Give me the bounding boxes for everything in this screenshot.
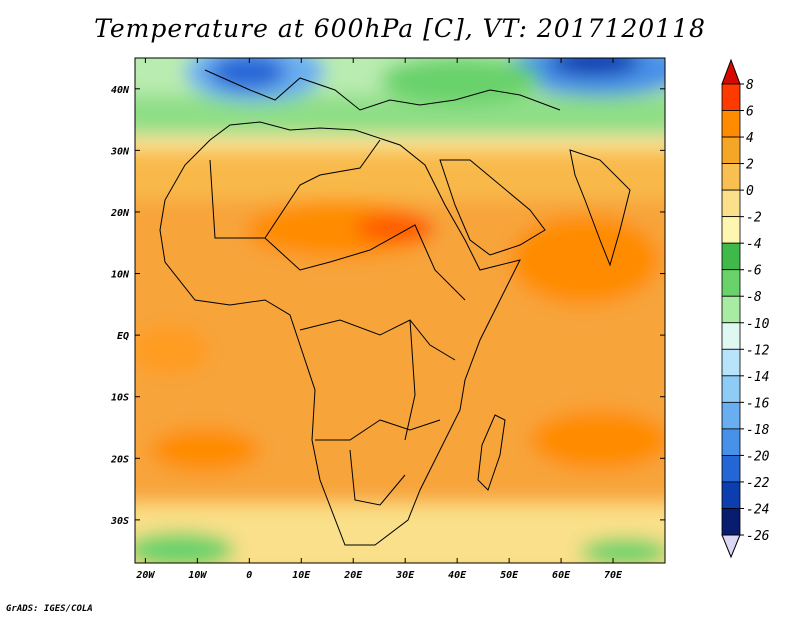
colorbar-tick-label: -26: [746, 529, 770, 544]
colorbar-tick-label: -18: [746, 423, 770, 438]
border-line: [315, 419, 441, 441]
plot-title: Temperature at 600hPa [C], VT: 201712011…: [94, 14, 706, 43]
longitude-axis: 20W 10W 0 10E 20E 30E 40E 50E 60E 70E: [135, 58, 623, 581]
lat-tick-label: 10N: [111, 270, 130, 281]
colorbar-swatch: [721, 508, 741, 536]
lon-tick-label: 70E: [604, 570, 623, 581]
colorbar-swatch: [721, 83, 741, 111]
colorbar-swatch: [721, 295, 741, 324]
border-line: [264, 224, 466, 301]
colorbar-tick-label: -10: [746, 317, 770, 332]
border-line: [299, 319, 456, 361]
colorbar-swatch: [721, 189, 741, 218]
colorbar-swatch: [721, 216, 741, 244]
lon-tick-label: 60E: [552, 570, 571, 581]
lon-tick-label: 10W: [188, 570, 207, 581]
lon-tick-label: 0: [246, 570, 252, 581]
colorbar-swatch: [721, 375, 741, 403]
colorbar-tick-label: -24: [746, 502, 769, 517]
madagascar-coast: [477, 414, 506, 491]
lon-tick-label: 30E: [395, 570, 415, 581]
lon-tick-label: 20E: [343, 570, 363, 581]
colorbar-tick-label: -6: [746, 264, 762, 279]
colorbar-tick-label: 8: [746, 78, 754, 93]
latitude-axis: 40N 30N 20N 10N EQ 10S 20S 30S: [110, 85, 665, 527]
colorbar-tick-label: -8: [746, 290, 762, 305]
africa-coast: [159, 121, 521, 546]
colorbar-bottom-arrow: [721, 534, 741, 559]
colorbar-tick-label: -20: [746, 449, 770, 464]
colorbar-tick-label: -22: [746, 476, 770, 491]
colorbar-swatch: [721, 481, 741, 509]
lat-tick-label: 10S: [111, 393, 129, 404]
colorbar-top-arrow: [721, 58, 741, 85]
colorbar-swatch: [721, 242, 741, 271]
colorbar-tick-label: 0: [746, 184, 754, 199]
colorbar: 8 6 4 2 0 -2 -4 -6 -8 -10 -12 -14 -16 -18 -20 -22 -24 -26: [721, 58, 770, 559]
colorbar-swatch: [721, 269, 741, 297]
colorbar-swatch: [721, 322, 741, 350]
temperature-field: [135, 58, 665, 563]
colorbar-tick-label: -2: [746, 211, 762, 226]
lon-tick-label: 50E: [500, 570, 519, 581]
lat-tick-label: 40N: [111, 85, 130, 96]
border-line: [209, 139, 381, 239]
plot-frame: [134, 57, 666, 564]
lat-tick-label: EQ: [117, 331, 129, 342]
colorbar-swatch: [721, 163, 741, 191]
lat-tick-label: 20N: [110, 208, 130, 219]
colorbar-tick-label: -12: [746, 343, 770, 358]
border-line: [404, 319, 416, 441]
colorbar-tick-label: -4: [746, 237, 762, 252]
border-line: [349, 449, 406, 506]
coastlines: [159, 69, 631, 546]
lon-tick-label: 20W: [135, 570, 155, 581]
colorbar-tick-label: -16: [746, 396, 770, 411]
lat-tick-label: 30N: [110, 146, 130, 157]
colorbar-swatch: [721, 455, 741, 483]
colorbar-swatch: [721, 401, 741, 430]
colorbar-swatch: [721, 136, 741, 164]
credit-label: GrADS: IGES/COLA: [6, 604, 93, 614]
lat-tick-label: 20S: [110, 454, 129, 465]
colorbar-tick-label: 4: [746, 131, 754, 146]
india-coast: [569, 149, 631, 267]
colorbar-swatch: [721, 428, 741, 456]
lon-tick-label: 40E: [448, 570, 467, 581]
lon-tick-label: 10E: [292, 570, 311, 581]
colorbar-swatch: [721, 110, 741, 138]
colorbar-swatch: [721, 348, 741, 377]
colorbar-tick-label: 2: [746, 158, 754, 173]
colorbar-tick-label: -14: [746, 370, 769, 385]
lat-tick-label: 30S: [110, 516, 129, 527]
europe-coast: [204, 69, 561, 111]
colorbar-tick-label: 6: [746, 105, 754, 120]
arabia-coast: [439, 159, 546, 256]
